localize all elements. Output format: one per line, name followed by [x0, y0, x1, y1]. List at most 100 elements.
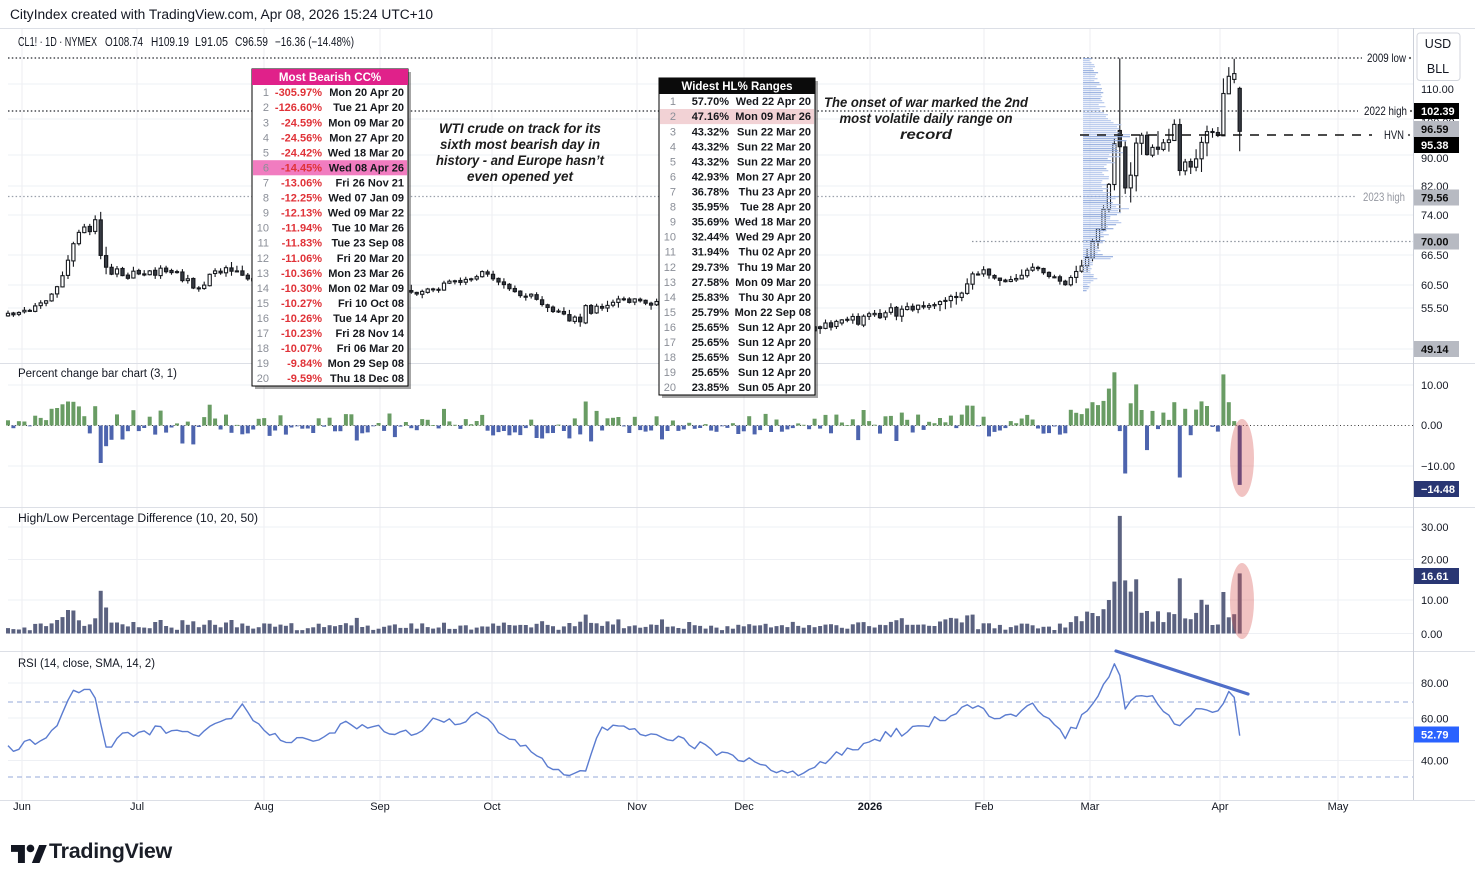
svg-text:42.93%: 42.93% [692, 171, 730, 183]
svg-text:Apr: Apr [1211, 801, 1228, 813]
svg-text:18: 18 [664, 352, 676, 364]
svg-text:80.00: 80.00 [1421, 678, 1449, 690]
svg-text:-9.59%: -9.59% [287, 373, 322, 385]
svg-text:19: 19 [257, 358, 269, 370]
svg-text:3: 3 [670, 126, 676, 138]
svg-text:Widest HL% Ranges: Widest HL% Ranges [681, 81, 792, 93]
svg-text:WTI crude on track for its: WTI crude on track for its [439, 121, 601, 136]
svg-text:most volatile daily range on: most volatile daily range on [840, 111, 1013, 126]
svg-text:Fri 28 Nov 14: Fri 28 Nov 14 [336, 328, 405, 340]
svg-text:Sep: Sep [370, 801, 390, 813]
svg-text:Thu 18 Dec 08: Thu 18 Dec 08 [330, 373, 404, 385]
svg-text:13: 13 [664, 277, 676, 289]
svg-text:-305.97%: -305.97% [275, 87, 322, 99]
svg-text:25.65%: 25.65% [692, 367, 730, 379]
svg-text:14: 14 [257, 283, 269, 295]
svg-text:9: 9 [263, 208, 269, 220]
svg-text:Mon 23 Mar 26: Mon 23 Mar 26 [328, 268, 404, 280]
svg-text:-10.07%: -10.07% [281, 343, 322, 355]
svg-text:6: 6 [263, 162, 269, 174]
svg-text:Sun 22 Mar 20: Sun 22 Mar 20 [737, 126, 811, 138]
svg-text:43.32%: 43.32% [692, 126, 730, 138]
svg-text:4: 4 [263, 132, 269, 144]
svg-text:-13.06%: -13.06% [281, 178, 322, 190]
svg-text:27.58%: 27.58% [692, 277, 730, 289]
svg-text:29.73%: 29.73% [692, 262, 730, 274]
svg-text:-14.45%: -14.45% [281, 162, 322, 174]
svg-text:-11.06%: -11.06% [282, 253, 323, 265]
svg-text:Tue 14 Apr 20: Tue 14 Apr 20 [333, 313, 404, 325]
svg-text:0.00: 0.00 [1421, 420, 1442, 432]
svg-text:2009 low: 2009 low [1367, 51, 1406, 65]
svg-text:96.59: 96.59 [1421, 124, 1449, 136]
svg-text:35.69%: 35.69% [692, 217, 730, 229]
svg-text:20.00: 20.00 [1421, 555, 1449, 567]
svg-text:10: 10 [664, 232, 676, 244]
svg-text:Mon 22 Sep 08: Mon 22 Sep 08 [735, 307, 811, 319]
svg-text:74.00: 74.00 [1421, 210, 1449, 222]
svg-text:May: May [1328, 801, 1349, 813]
svg-text:1: 1 [263, 87, 269, 99]
svg-text:16: 16 [257, 313, 269, 325]
svg-text:CL1! · 1D · NYMEX: CL1! · 1D · NYMEX [18, 35, 97, 49]
svg-text:Fri 06 Mar 20: Fri 06 Mar 20 [337, 343, 404, 355]
svg-text:47.16%: 47.16% [692, 111, 730, 123]
svg-text:66.50: 66.50 [1421, 250, 1449, 262]
svg-text:history - and Europe hasn’t: history - and Europe hasn’t [436, 153, 604, 168]
svg-text:13: 13 [257, 268, 269, 280]
svg-text:9: 9 [670, 217, 676, 229]
svg-text:Jun: Jun [13, 801, 31, 813]
svg-text:17: 17 [257, 328, 269, 340]
svg-text:Sun 22 Mar 20: Sun 22 Mar 20 [737, 156, 811, 168]
svg-text:Mon 29 Sep 08: Mon 29 Sep 08 [328, 358, 404, 370]
svg-text:Thu 30 Apr 20: Thu 30 Apr 20 [739, 292, 811, 304]
svg-text:-12.13%: -12.13% [281, 208, 322, 220]
svg-text:Percent change bar chart (3, 1: Percent change bar chart (3, 1) [18, 368, 177, 380]
svg-text:Mon 27 Apr 20: Mon 27 Apr 20 [329, 132, 404, 144]
svg-text:Wed 22 Apr 20: Wed 22 Apr 20 [736, 96, 811, 108]
svg-text:Fri 10 Oct 08: Fri 10 Oct 08 [338, 298, 404, 310]
svg-text:Mon 09 Mar 20: Mon 09 Mar 20 [328, 117, 404, 129]
svg-text:1: 1 [670, 96, 676, 108]
svg-text:-10.26%: -10.26% [281, 313, 322, 325]
svg-text:Sun 12 Apr 20: Sun 12 Apr 20 [738, 322, 811, 334]
svg-text:16.61: 16.61 [1421, 571, 1449, 583]
svg-text:2026: 2026 [858, 801, 882, 813]
svg-text:Mon 20 Apr 20: Mon 20 Apr 20 [329, 87, 404, 99]
svg-text:H109.19: H109.19 [151, 35, 189, 49]
svg-text:Dec: Dec [734, 801, 754, 813]
svg-text:Tue 23 Sep 08: Tue 23 Sep 08 [331, 238, 404, 250]
svg-text:110.00: 110.00 [1421, 84, 1454, 96]
svg-text:10: 10 [257, 223, 269, 235]
svg-text:35.95%: 35.95% [692, 202, 730, 214]
svg-text:52.79: 52.79 [1421, 730, 1449, 742]
svg-text:Jul: Jul [130, 801, 144, 813]
svg-text:Wed 18 Mar 20: Wed 18 Mar 20 [735, 217, 811, 229]
svg-text:11: 11 [258, 238, 269, 250]
svg-text:O108.74: O108.74 [105, 35, 143, 49]
svg-text:-9.84%: -9.84% [287, 358, 322, 370]
svg-text:record: record [900, 127, 953, 142]
svg-text:15: 15 [664, 307, 676, 319]
svg-text:L91.05: L91.05 [195, 35, 228, 49]
svg-text:Mon 09 Mar 26: Mon 09 Mar 26 [735, 111, 811, 123]
svg-text:-10.23%: -10.23% [281, 328, 322, 340]
svg-text:12: 12 [664, 262, 676, 274]
svg-text:102.39: 102.39 [1421, 106, 1455, 118]
svg-text:7: 7 [670, 187, 676, 199]
svg-text:25.79%: 25.79% [692, 307, 730, 319]
svg-text:23.85%: 23.85% [692, 382, 730, 394]
svg-text:15: 15 [257, 298, 269, 310]
svg-text:Thu 02 Apr 20: Thu 02 Apr 20 [739, 247, 811, 259]
svg-text:Tue 28 Apr 20: Tue 28 Apr 20 [740, 202, 811, 214]
svg-text:14: 14 [664, 292, 676, 304]
svg-text:BLL: BLL [1427, 62, 1449, 76]
svg-text:57.70%: 57.70% [692, 96, 730, 108]
svg-text:3: 3 [263, 117, 269, 129]
svg-text:-11.94%: -11.94% [282, 223, 323, 235]
svg-text:-24.42%: -24.42% [281, 147, 322, 159]
svg-text:Fri 20 Mar 20: Fri 20 Mar 20 [337, 253, 404, 265]
svg-text:-12.25%: -12.25% [281, 193, 322, 205]
svg-text:2022 high: 2022 high [1364, 104, 1407, 118]
svg-text:90.00: 90.00 [1421, 153, 1449, 165]
